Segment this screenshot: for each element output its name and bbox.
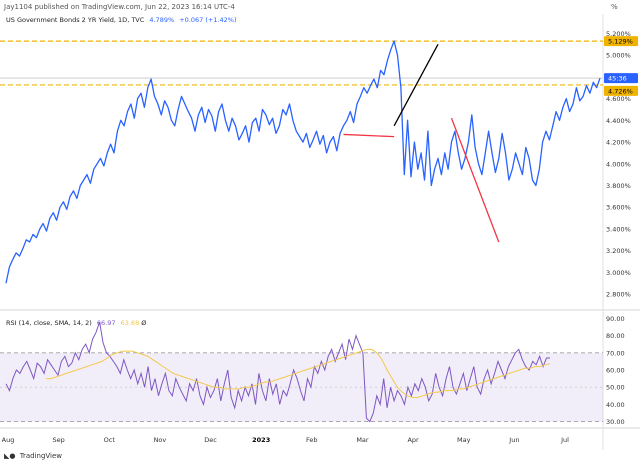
trendline-red-1 (343, 133, 395, 138)
price-tick-label: 4.200% (606, 139, 631, 147)
rsi-tick-label: 30.00 (606, 418, 625, 426)
badge-time: 45:36 (608, 75, 627, 83)
rsi-tick-label: 80.00 (606, 332, 625, 340)
rsi-value: 66.97 (96, 319, 116, 327)
price-tick-label: 5.200% (606, 30, 631, 38)
price-tick-label: 3.800% (606, 182, 631, 190)
price-tick-label: 4.400% (606, 117, 631, 125)
badge-time-bg (604, 73, 638, 84)
rsi-tick-label: 40.00 (606, 401, 625, 409)
rsi-tick-label: 70.00 (606, 349, 625, 357)
price-series-line (5, 40, 601, 284)
badge-top-level: 5.129% (608, 38, 633, 46)
x-tick-label: Dec (204, 436, 217, 444)
price-tick-label: 2.800% (606, 291, 631, 299)
rsi-tick-label: 90.00 (606, 315, 625, 323)
x-tick-label: Jul (560, 436, 569, 444)
price-tick-label: 3.400% (606, 225, 631, 233)
publisher-bar: Jay1104 published on TradingView.com, Ju… (0, 0, 640, 14)
badge-top-level-bg (604, 36, 638, 47)
rsi-sma-line (46, 348, 551, 398)
price-tick-label: 5.000% (606, 52, 631, 60)
percent-mark: % (611, 3, 618, 11)
trendline-black-0 (393, 43, 439, 127)
x-tick-label: Sep (53, 436, 65, 444)
publisher-text: Jay1104 published on TradingView.com, Ju… (4, 3, 235, 11)
x-tick-label: 2023 (252, 436, 270, 444)
price-tick-label: 3.600% (606, 204, 631, 212)
x-tick-label: May (457, 436, 471, 444)
footer: ◣● TradingView (4, 452, 62, 460)
rsi-tick-label: 50.00 (606, 384, 625, 392)
price-tick-label: 3.200% (606, 247, 631, 255)
x-tick-label: Oct (104, 436, 116, 444)
last-value: 4.789% (149, 16, 175, 24)
rsi-legend: RSI (14, close, SMA, 14, 2) 66.97 63.68 … (6, 319, 146, 327)
x-tick-label: Feb (306, 436, 318, 444)
rsi-series-line (5, 321, 550, 423)
price-tick-label: 4.000% (606, 160, 631, 168)
tradingview-logo-icon: ◣● (4, 452, 16, 460)
price-tick-label: 3.000% (606, 269, 631, 277)
trendline-red-2 (450, 117, 500, 243)
rsi-tick-label: 60.00 (606, 367, 625, 375)
x-tick-label: Nov (154, 436, 167, 444)
rsi-extra: Ø (141, 319, 147, 327)
symbol-label: US Government Bonds 2 YR Yield, 1D, TVC (6, 16, 145, 24)
price-tick-label: 4.600% (606, 95, 631, 103)
x-tick-label: Apr (407, 436, 419, 444)
badge-level: 4.726% (608, 87, 633, 95)
badge-level-bg (604, 85, 638, 96)
x-tick-label: Mar (356, 436, 369, 444)
rsi-label: RSI (14, close, SMA, 14, 2) (6, 319, 92, 327)
price-legend: US Government Bonds 2 YR Yield, 1D, TVC … (6, 16, 237, 24)
rsi-sma-value: 63.68 (120, 319, 140, 327)
x-tick-label: Aug (2, 436, 15, 444)
change-value: +0.067 (+1.42%) (179, 16, 237, 24)
footer-brand: TradingView (19, 452, 63, 460)
x-tick-label: Jun (508, 436, 519, 444)
